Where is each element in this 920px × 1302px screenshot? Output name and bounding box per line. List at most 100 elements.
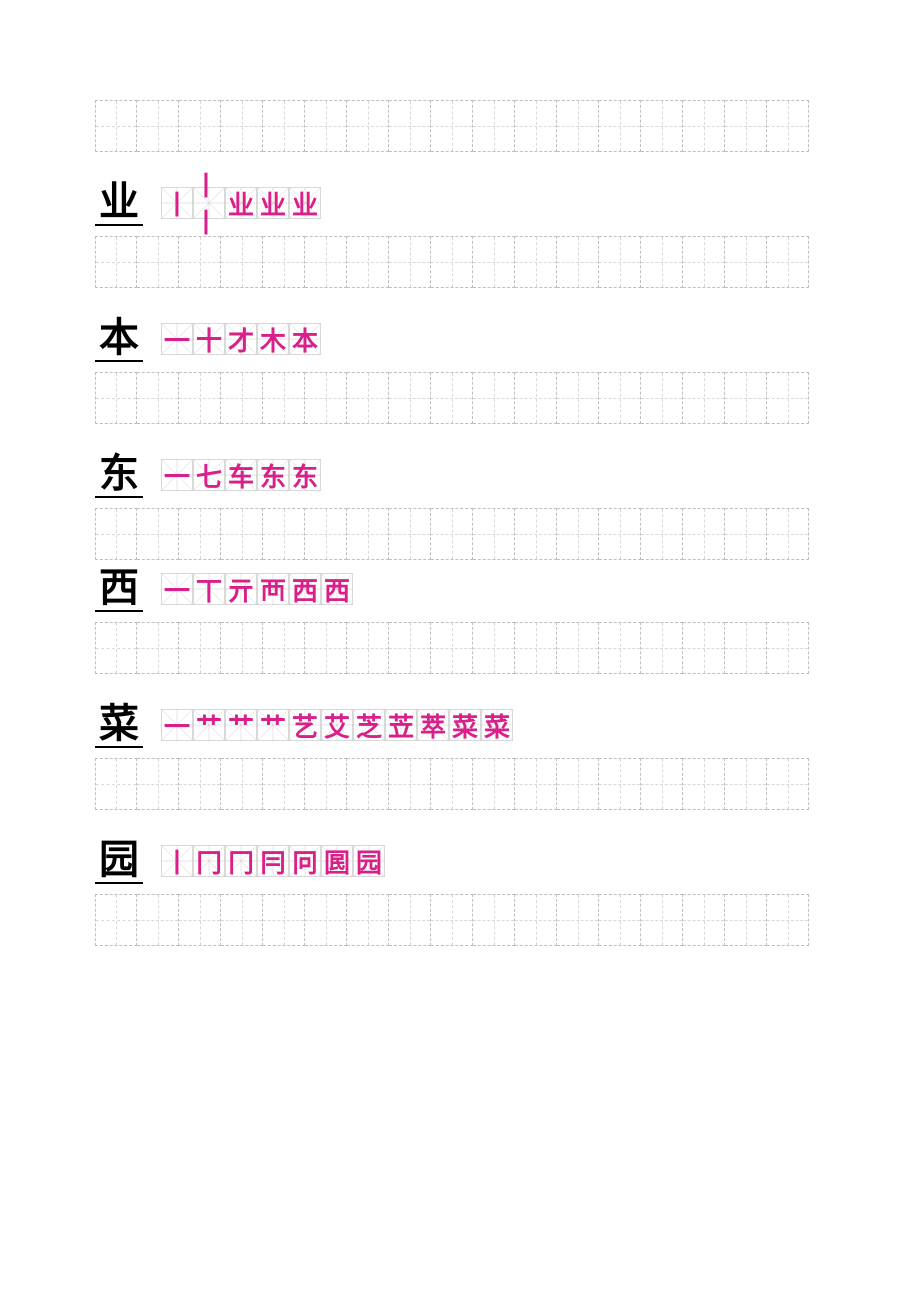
practice-cell[interactable] [683,372,725,424]
practice-cell[interactable] [599,894,641,946]
practice-cell[interactable] [95,100,137,152]
practice-cell[interactable] [767,894,809,946]
practice-cell[interactable] [263,508,305,560]
practice-cell[interactable] [557,758,599,810]
practice-cell[interactable] [431,372,473,424]
practice-cell[interactable] [137,100,179,152]
practice-cell[interactable] [263,236,305,288]
practice-cell[interactable] [263,100,305,152]
practice-cell[interactable] [557,894,599,946]
practice-cell[interactable] [473,508,515,560]
practice-cell[interactable] [263,372,305,424]
practice-cell[interactable] [641,758,683,810]
practice-cell[interactable] [389,236,431,288]
practice-cell[interactable] [515,236,557,288]
practice-cell[interactable] [641,894,683,946]
practice-cell[interactable] [557,372,599,424]
practice-cell[interactable] [95,372,137,424]
practice-cell[interactable] [473,372,515,424]
practice-cell[interactable] [683,758,725,810]
practice-cell[interactable] [137,236,179,288]
practice-cell[interactable] [137,894,179,946]
practice-cell[interactable] [683,100,725,152]
practice-cell[interactable] [767,622,809,674]
practice-cell[interactable] [767,372,809,424]
practice-cell[interactable] [725,100,767,152]
practice-cell[interactable] [431,100,473,152]
practice-cell[interactable] [179,508,221,560]
practice-cell[interactable] [473,100,515,152]
practice-cell[interactable] [347,372,389,424]
practice-cell[interactable] [599,372,641,424]
practice-cell[interactable] [305,758,347,810]
practice-cell[interactable] [221,372,263,424]
practice-cell[interactable] [389,894,431,946]
practice-cell[interactable] [641,236,683,288]
practice-cell[interactable] [515,622,557,674]
practice-cell[interactable] [473,236,515,288]
practice-cell[interactable] [389,622,431,674]
practice-cell[interactable] [725,622,767,674]
practice-cell[interactable] [221,758,263,810]
practice-cell[interactable] [641,372,683,424]
practice-cell[interactable] [137,758,179,810]
practice-cell[interactable] [725,372,767,424]
practice-cell[interactable] [683,508,725,560]
practice-cell[interactable] [683,236,725,288]
practice-cell[interactable] [557,508,599,560]
practice-cell[interactable] [263,894,305,946]
practice-cell[interactable] [557,622,599,674]
practice-cell[interactable] [557,100,599,152]
practice-cell[interactable] [95,758,137,810]
practice-cell[interactable] [95,508,137,560]
practice-cell[interactable] [431,236,473,288]
practice-cell[interactable] [683,622,725,674]
practice-cell[interactable] [305,508,347,560]
practice-cell[interactable] [725,236,767,288]
practice-cell[interactable] [347,508,389,560]
practice-cell[interactable] [221,622,263,674]
practice-cell[interactable] [599,758,641,810]
practice-cell[interactable] [641,622,683,674]
practice-cell[interactable] [137,508,179,560]
practice-cell[interactable] [347,894,389,946]
practice-cell[interactable] [725,758,767,810]
practice-cell[interactable] [641,100,683,152]
practice-cell[interactable] [179,894,221,946]
practice-cell[interactable] [725,508,767,560]
practice-cell[interactable] [767,508,809,560]
practice-cell[interactable] [95,894,137,946]
practice-cell[interactable] [95,236,137,288]
practice-cell[interactable] [347,758,389,810]
practice-cell[interactable] [137,622,179,674]
practice-cell[interactable] [431,508,473,560]
practice-cell[interactable] [767,236,809,288]
practice-cell[interactable] [95,622,137,674]
practice-cell[interactable] [263,758,305,810]
practice-cell[interactable] [515,100,557,152]
practice-cell[interactable] [137,372,179,424]
practice-cell[interactable] [305,236,347,288]
practice-cell[interactable] [179,100,221,152]
practice-cell[interactable] [683,894,725,946]
practice-cell[interactable] [179,758,221,810]
practice-cell[interactable] [389,758,431,810]
practice-cell[interactable] [389,508,431,560]
practice-cell[interactable] [515,894,557,946]
practice-cell[interactable] [515,508,557,560]
practice-cell[interactable] [263,622,305,674]
practice-cell[interactable] [599,100,641,152]
practice-cell[interactable] [431,894,473,946]
practice-cell[interactable] [473,894,515,946]
practice-cell[interactable] [221,100,263,152]
practice-cell[interactable] [599,236,641,288]
practice-cell[interactable] [179,372,221,424]
practice-cell[interactable] [389,100,431,152]
practice-cell[interactable] [431,622,473,674]
practice-cell[interactable] [431,758,473,810]
practice-cell[interactable] [599,508,641,560]
practice-cell[interactable] [599,622,641,674]
practice-cell[interactable] [725,894,767,946]
practice-cell[interactable] [767,758,809,810]
practice-cell[interactable] [473,622,515,674]
